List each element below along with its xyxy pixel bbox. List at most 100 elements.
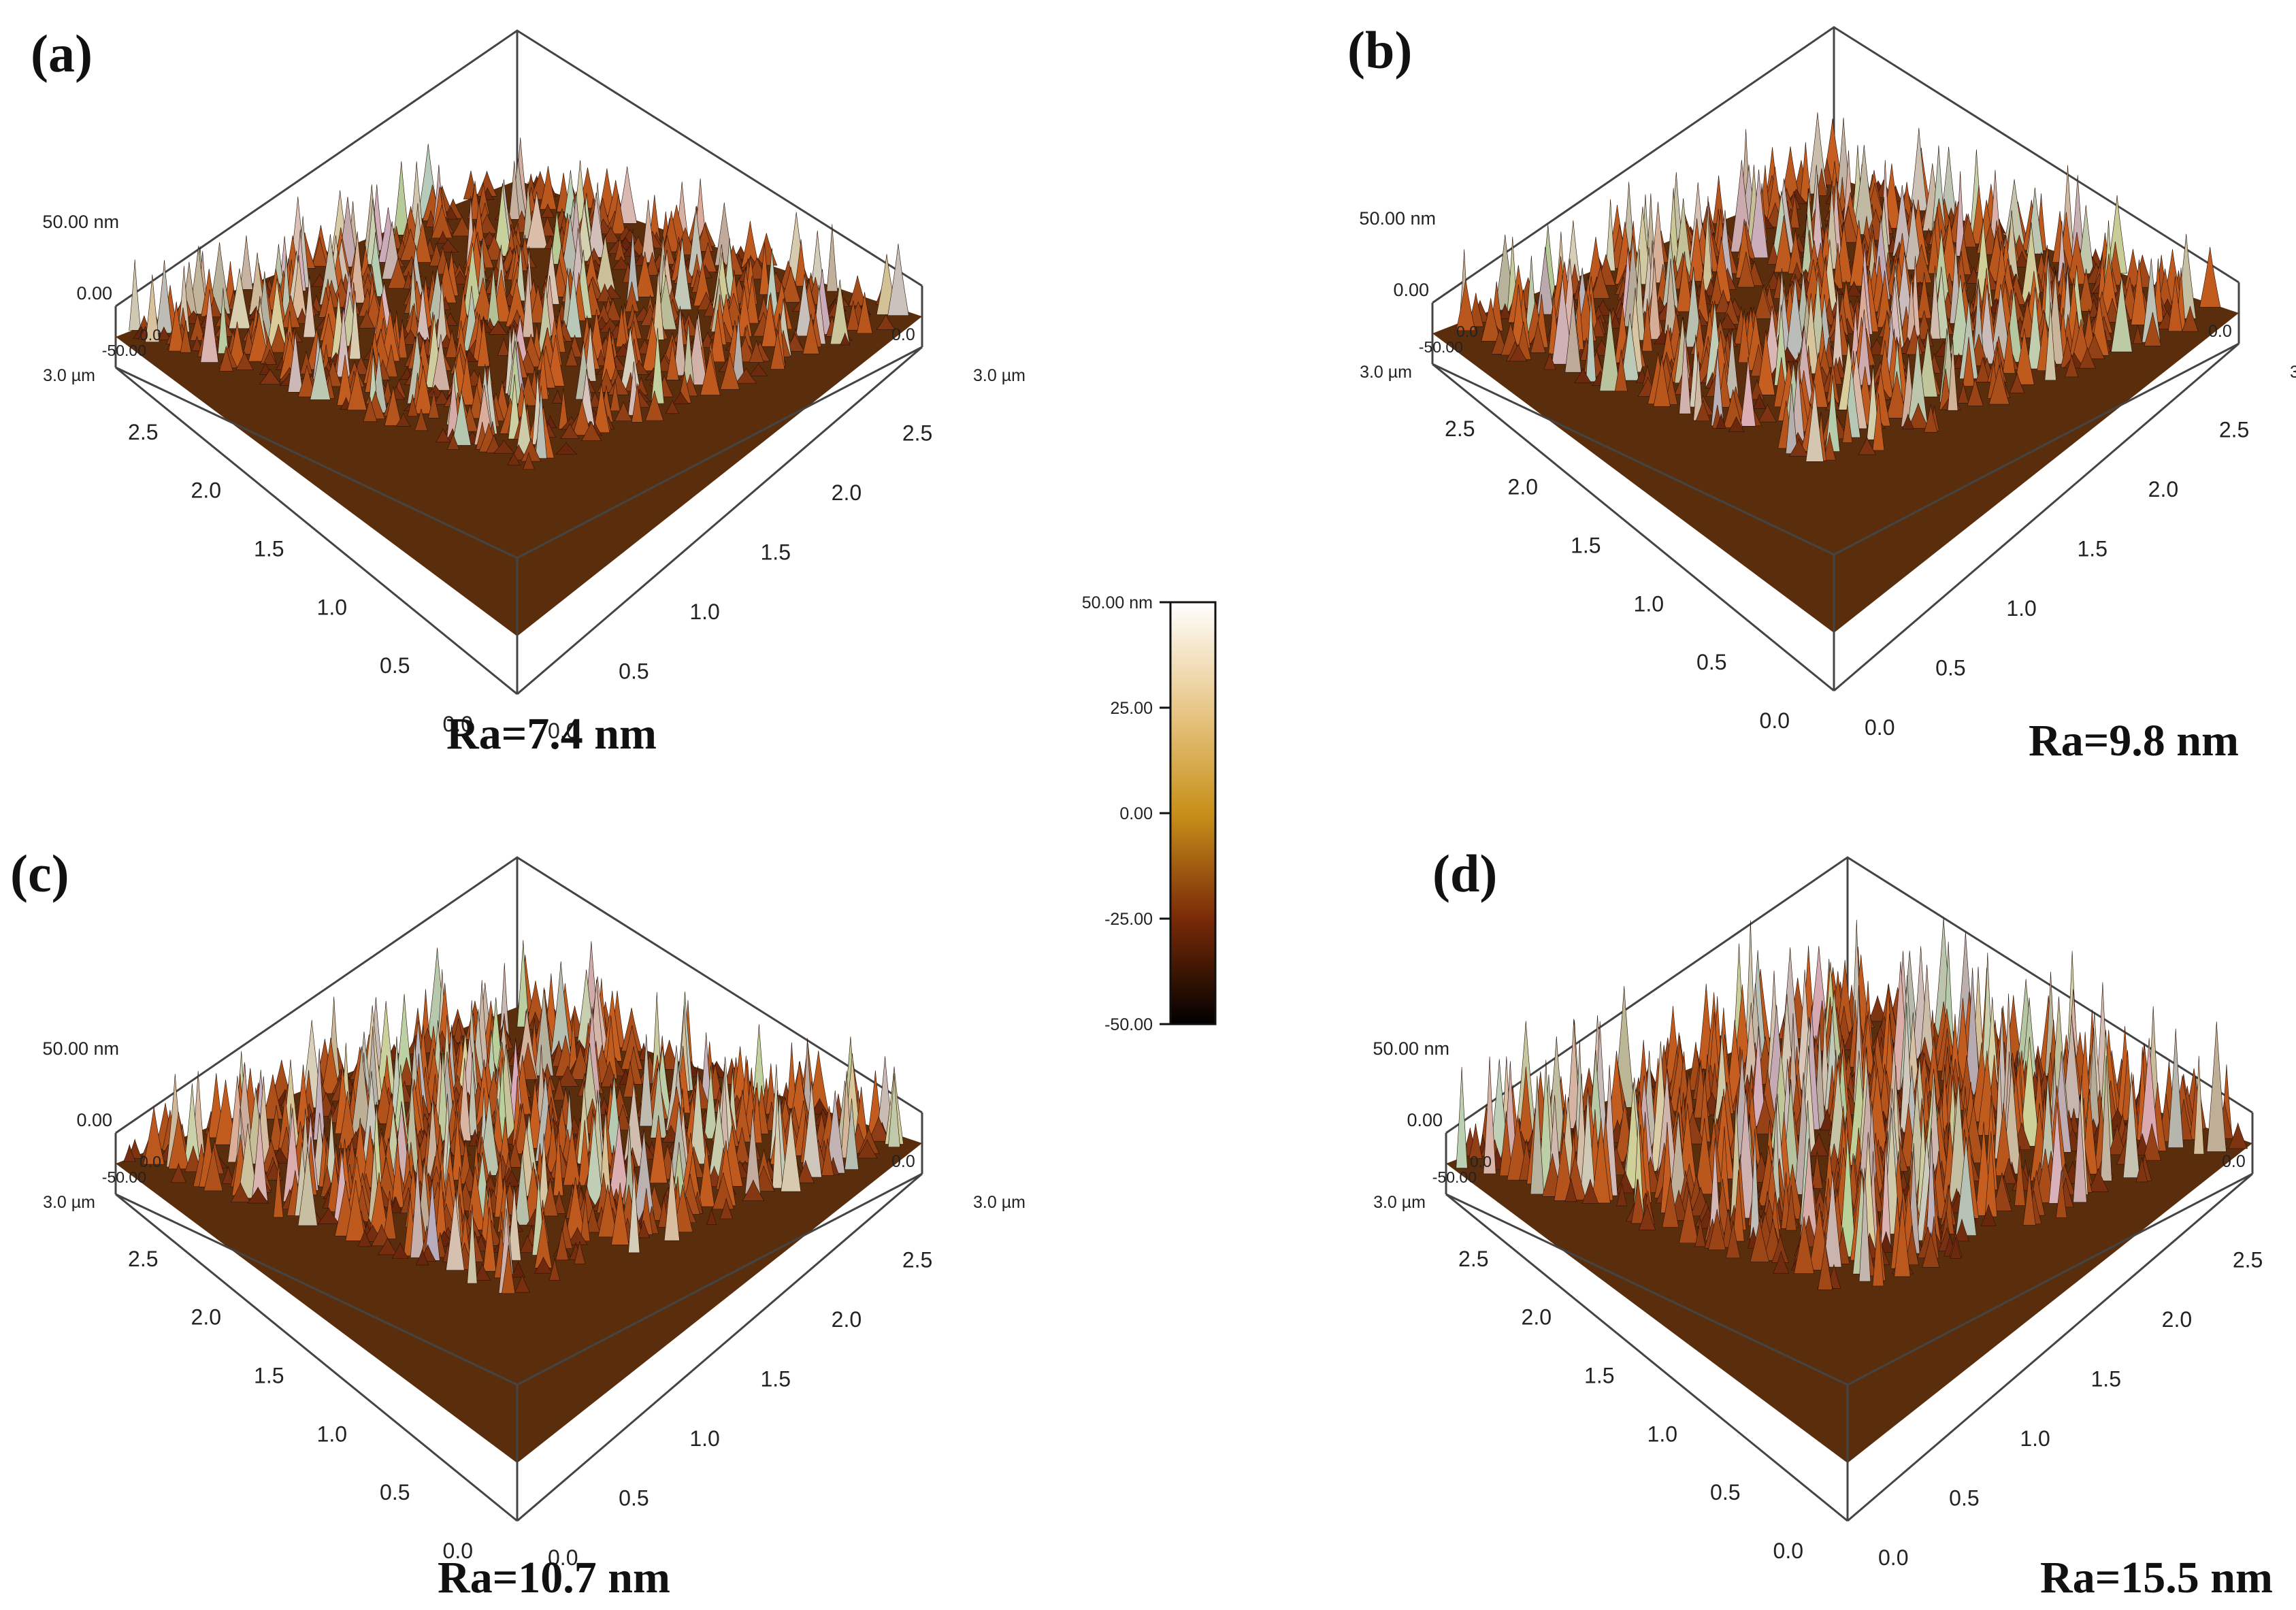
surface-peak	[844, 1098, 859, 1170]
surface-peak	[203, 1146, 223, 1192]
surface-peak	[1788, 229, 1803, 274]
surface-peak	[416, 284, 430, 340]
surface-peak	[740, 220, 759, 267]
surface-peak	[1456, 1066, 1468, 1168]
surface-peak	[553, 1077, 566, 1101]
surface-peak	[584, 323, 597, 382]
surface-peak	[380, 309, 400, 362]
surface-peak	[641, 199, 656, 263]
surface-peak	[384, 386, 402, 426]
surface-peak	[624, 281, 640, 312]
surface-peak	[2067, 232, 2087, 284]
surface-peak	[506, 452, 521, 465]
surface-peak	[745, 276, 759, 324]
surface-peak	[178, 265, 190, 333]
z-axis-label-max: 50.00 nm	[42, 1038, 119, 1059]
surface-peak	[1799, 142, 1812, 203]
surface-peak	[1605, 199, 1616, 272]
surface-peak	[604, 297, 621, 321]
surface-peak	[262, 1074, 283, 1119]
surface-peak	[825, 1090, 845, 1174]
surface-peak	[208, 242, 231, 314]
surface-peak	[576, 1081, 591, 1164]
surface-peak	[593, 382, 610, 433]
colorbar-tick-label: 25.00	[1110, 699, 1153, 718]
surface-peak	[476, 182, 490, 215]
left-axis-tick-label: 3.0 µm	[1373, 1193, 1426, 1212]
surface-peak	[781, 267, 802, 303]
afm-panel-c: 50.00 nm0.00-50.000.0 0.03.0 µm2.52.01.51…	[42, 856, 1026, 1570]
surface-peak	[700, 350, 721, 395]
right-axis-tick-label: 0.0	[548, 719, 578, 743]
surface-peak	[444, 206, 459, 220]
surface-peak	[1785, 383, 1798, 455]
right-axis-tick-label: 1.5	[2078, 537, 2108, 561]
surface-peak	[1931, 145, 1946, 237]
surface-peak	[407, 394, 419, 417]
surface-peak	[336, 306, 351, 378]
surface-peak	[856, 292, 873, 334]
surface-peak	[830, 279, 850, 345]
surface-peak	[615, 305, 628, 348]
panel-label-d: (d)	[1432, 844, 1497, 903]
surface-peak	[347, 366, 367, 410]
surface-peak	[626, 229, 640, 302]
surface-peak	[312, 237, 328, 267]
surface-peak	[428, 391, 440, 418]
right-axis-tick-label: 3.0 µm	[973, 366, 1026, 385]
surface-peak	[2142, 258, 2161, 343]
surface-peak	[262, 348, 277, 365]
surface-peak	[376, 1000, 396, 1096]
surface-peak	[704, 1065, 718, 1139]
surface-peaks	[1456, 112, 2221, 462]
left-axis-tick-label: 0.5	[380, 653, 410, 678]
left-axis-tick-label: 1.5	[1584, 1364, 1614, 1388]
surface-peak	[749, 340, 764, 363]
surface-peak	[1740, 357, 1756, 427]
z-axis-label-min: -50.00	[102, 1168, 146, 1186]
surface-peak	[310, 345, 331, 400]
right-axis-tick-label: 1.0	[2006, 596, 2036, 621]
surface-peak	[736, 284, 753, 337]
surface-peak	[1833, 243, 1843, 289]
surface-peak	[2078, 346, 2097, 369]
surface-peak	[295, 1064, 311, 1133]
left-axis-tick-label: 0.0	[1760, 708, 1790, 733]
surface-peak	[631, 383, 643, 423]
surface-peak	[543, 244, 560, 305]
surface-peak	[1907, 335, 1929, 429]
left-axis-tick-label: 0.5	[380, 1480, 410, 1505]
surface-peak	[299, 350, 313, 374]
surface-peak	[734, 1089, 751, 1143]
z-axis-label-min: -50.00	[1419, 338, 1463, 356]
surface-peak	[645, 391, 664, 421]
right-axis-tick-label: 0.5	[1935, 656, 1965, 680]
surface-peak	[488, 320, 508, 335]
surface-peak	[1842, 404, 1853, 443]
surface-peak	[1774, 215, 1794, 273]
surface-peak	[414, 365, 433, 414]
surface-peak	[452, 1111, 463, 1181]
right-axis-tick-label: 2.5	[902, 421, 932, 446]
surface-peak	[499, 963, 510, 1039]
surface-peak	[1481, 298, 1500, 342]
z-axis-label-min: -50.00	[1432, 1168, 1477, 1186]
surface-peak	[1872, 393, 1885, 451]
box-inner-right-edge	[516, 346, 923, 559]
surface-peak	[337, 355, 354, 406]
surface-peak	[1599, 308, 1621, 391]
surface-peak	[550, 961, 572, 1059]
surface-peak	[1509, 344, 1528, 362]
box-inner-right-edge	[1833, 342, 2240, 556]
surface-peak	[2167, 276, 2182, 332]
surface-peak	[2084, 333, 2105, 359]
surface-peak	[610, 379, 621, 412]
surface-peak	[682, 320, 695, 390]
afm-panel-d: 50.00 nm0.00-50.000.0 0.03.0 µm2.52.01.51…	[1373, 856, 2263, 1570]
surface-peak	[565, 346, 578, 367]
surface-peak	[2111, 274, 2133, 352]
surface-peak	[1737, 251, 1755, 288]
surface-peak	[319, 234, 342, 306]
surface-peak	[1929, 265, 1941, 340]
surface-peak	[770, 329, 785, 369]
